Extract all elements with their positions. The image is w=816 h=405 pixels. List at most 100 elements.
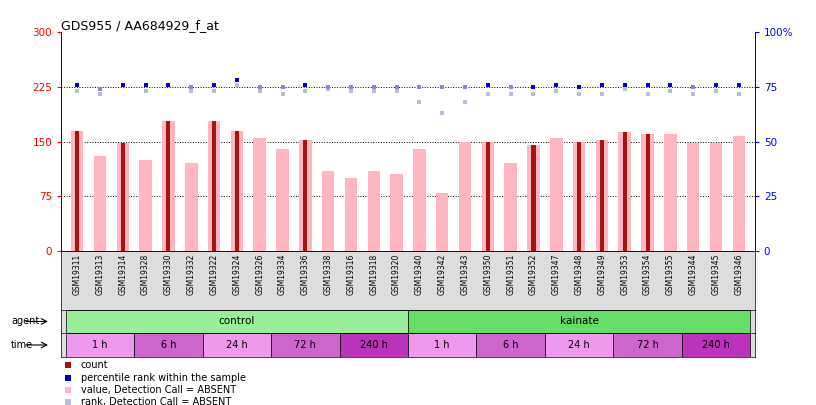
- Point: [641, 81, 654, 88]
- Bar: [600, 140, 604, 251]
- Text: GDS955 / AA684929_f_at: GDS955 / AA684929_f_at: [61, 19, 219, 32]
- Text: GSM19352: GSM19352: [529, 254, 538, 295]
- Point: [230, 81, 243, 88]
- Bar: [527, 145, 539, 251]
- Point: [139, 81, 152, 88]
- Point: [71, 81, 84, 88]
- Text: GSM19332: GSM19332: [187, 254, 196, 295]
- Bar: [271, 333, 339, 357]
- Point: [664, 81, 677, 88]
- Text: GSM19348: GSM19348: [574, 254, 583, 295]
- Bar: [66, 333, 134, 357]
- Text: GSM19354: GSM19354: [643, 254, 652, 295]
- Point: [527, 84, 540, 90]
- Text: agent: agent: [11, 316, 39, 326]
- Point: [527, 90, 540, 97]
- Point: [436, 110, 449, 117]
- Point: [481, 90, 494, 97]
- Point: [230, 77, 243, 84]
- Text: time: time: [11, 340, 33, 350]
- Point: [367, 84, 380, 90]
- Text: GSM19342: GSM19342: [437, 254, 446, 295]
- Point: [61, 399, 75, 405]
- Point: [550, 81, 563, 88]
- Text: GSM19316: GSM19316: [347, 254, 356, 295]
- Text: 1 h: 1 h: [434, 340, 450, 350]
- Bar: [304, 140, 308, 251]
- Point: [184, 84, 197, 90]
- Point: [61, 387, 75, 393]
- Text: GSM19344: GSM19344: [689, 254, 698, 295]
- Bar: [486, 142, 490, 251]
- Point: [61, 374, 75, 381]
- Bar: [390, 175, 403, 251]
- Bar: [614, 333, 682, 357]
- Bar: [162, 121, 175, 251]
- Bar: [134, 333, 202, 357]
- Bar: [641, 134, 654, 251]
- Point: [322, 84, 335, 90]
- Point: [550, 88, 563, 95]
- Text: 1 h: 1 h: [92, 340, 108, 350]
- Text: 72 h: 72 h: [295, 340, 317, 350]
- Text: GSM19338: GSM19338: [324, 254, 333, 295]
- Text: 240 h: 240 h: [702, 340, 730, 350]
- Text: control: control: [219, 316, 255, 326]
- Text: GSM19320: GSM19320: [392, 254, 401, 295]
- Point: [619, 86, 632, 92]
- Bar: [185, 164, 197, 251]
- Text: 6 h: 6 h: [503, 340, 518, 350]
- Bar: [733, 136, 745, 251]
- Bar: [344, 178, 357, 251]
- Bar: [545, 333, 614, 357]
- Text: kainate: kainate: [560, 316, 599, 326]
- Bar: [140, 160, 152, 251]
- Bar: [254, 138, 266, 251]
- Point: [71, 88, 84, 95]
- Bar: [75, 131, 79, 251]
- Point: [344, 84, 357, 90]
- Bar: [166, 121, 171, 251]
- Text: GSM19346: GSM19346: [734, 254, 743, 295]
- Point: [299, 81, 312, 88]
- Point: [116, 81, 129, 88]
- Text: GSM19330: GSM19330: [164, 254, 173, 295]
- Point: [709, 81, 722, 88]
- Bar: [504, 164, 517, 251]
- Text: GSM19351: GSM19351: [506, 254, 515, 295]
- Text: 72 h: 72 h: [636, 340, 659, 350]
- Bar: [71, 131, 83, 251]
- Text: GSM19343: GSM19343: [460, 254, 469, 295]
- Point: [596, 81, 609, 88]
- Point: [459, 99, 472, 106]
- Bar: [710, 143, 722, 251]
- Point: [413, 84, 426, 90]
- Bar: [408, 333, 477, 357]
- Text: GSM19334: GSM19334: [278, 254, 287, 295]
- Bar: [577, 142, 581, 251]
- Point: [573, 90, 586, 97]
- Text: GSM19349: GSM19349: [597, 254, 606, 295]
- Point: [596, 90, 609, 97]
- Point: [162, 81, 175, 88]
- Point: [367, 88, 380, 95]
- Text: GSM19336: GSM19336: [301, 254, 310, 295]
- Text: GSM19313: GSM19313: [95, 254, 104, 295]
- Point: [504, 90, 517, 97]
- Text: 6 h: 6 h: [161, 340, 176, 350]
- Bar: [413, 149, 426, 251]
- Text: 240 h: 240 h: [360, 340, 388, 350]
- Text: GSM19340: GSM19340: [415, 254, 424, 295]
- Bar: [682, 333, 750, 357]
- Bar: [573, 142, 585, 251]
- Point: [504, 84, 517, 90]
- Point: [390, 84, 403, 90]
- Text: GSM19314: GSM19314: [118, 254, 127, 295]
- Point: [253, 84, 266, 90]
- Point: [299, 88, 312, 95]
- Bar: [687, 143, 699, 251]
- Point: [664, 88, 677, 95]
- Text: 24 h: 24 h: [226, 340, 248, 350]
- Text: GSM19328: GSM19328: [141, 254, 150, 295]
- Bar: [202, 333, 271, 357]
